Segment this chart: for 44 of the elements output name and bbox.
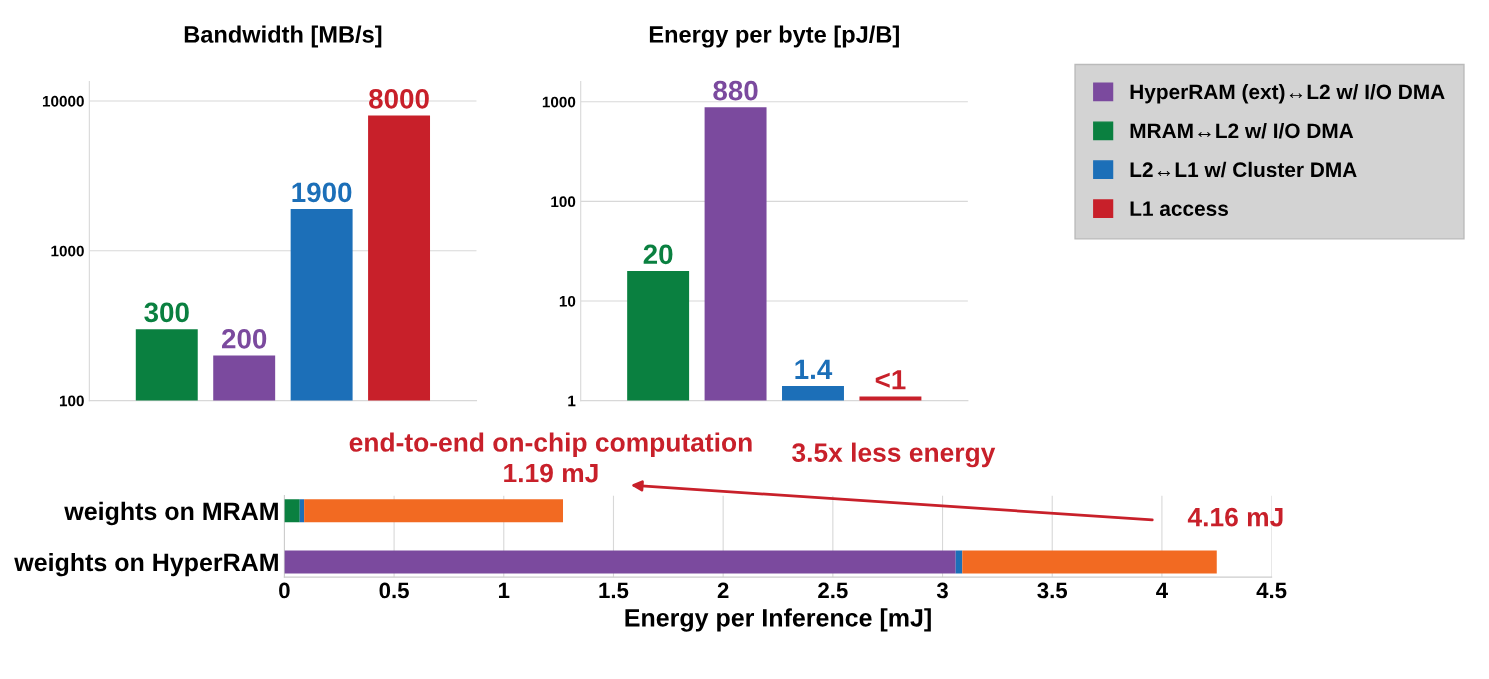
x-axis-title: Energy per Inference [mJ] <box>625 608 931 632</box>
y-tick-label: weights on HyperRAM <box>14 552 278 577</box>
data-label: 300 <box>144 302 189 323</box>
bar <box>299 499 305 523</box>
bar <box>955 550 963 574</box>
data-label: <1 <box>875 370 906 390</box>
y-tick-label: weights on MRAM <box>64 501 278 526</box>
x-tick-label: 2.5 <box>818 582 848 599</box>
text: 1.19 mJ <box>504 463 598 483</box>
x-tick-label: 4 <box>1156 582 1168 599</box>
data-label: 1.4 <box>795 359 833 379</box>
x-tick-label: 2 <box>717 582 729 599</box>
x-tick-label: 4.5 <box>1256 582 1287 599</box>
data-label: 20 <box>643 244 673 265</box>
chart-title: Bandwidth [MB/s] <box>184 25 382 48</box>
data-label: 8000 <box>369 88 429 109</box>
text: end-to-end on-chip computation <box>349 432 752 458</box>
legend-label: MRAM↔L2 w/ I/O DMA <box>1130 122 1354 139</box>
x-tick-label: 1 <box>499 582 510 599</box>
x-tick-label: 0.5 <box>379 582 409 599</box>
y-tick-label: 10 <box>559 295 576 307</box>
x-tick-label: 3 <box>936 582 948 599</box>
y-tick-label: 100 <box>59 395 84 407</box>
bar <box>962 550 1217 574</box>
y-tick-label: 1 <box>568 395 576 407</box>
y-tick-label: 1000 <box>542 96 576 108</box>
y-tick-label: 100 <box>551 196 576 208</box>
data-label: 880 <box>713 80 758 101</box>
legend-label: L2↔L1 w/ Cluster DMA <box>1130 161 1357 178</box>
legend-label: L1 access <box>1130 201 1228 217</box>
data-label: 1900 <box>292 182 352 203</box>
x-tick-label: 3.5 <box>1037 582 1068 599</box>
data-label: 200 <box>221 328 267 349</box>
y-tick-label: 1000 <box>51 245 84 257</box>
bar <box>284 550 956 574</box>
bar <box>304 499 564 523</box>
chart-title: Energy per byte [pJ/B] <box>649 25 899 48</box>
x-tick-label: 0 <box>279 582 290 599</box>
annotation: 4.16 mJ <box>1187 507 1283 527</box>
legend-label: HyperRAM (ext)↔L2 w/ I/O DMA <box>1130 83 1445 104</box>
text: 3.5x less energy <box>792 442 996 468</box>
x-tick-label: 1.5 <box>599 582 629 599</box>
bar <box>284 499 300 523</box>
y-tick-label: 10000 <box>42 95 84 107</box>
